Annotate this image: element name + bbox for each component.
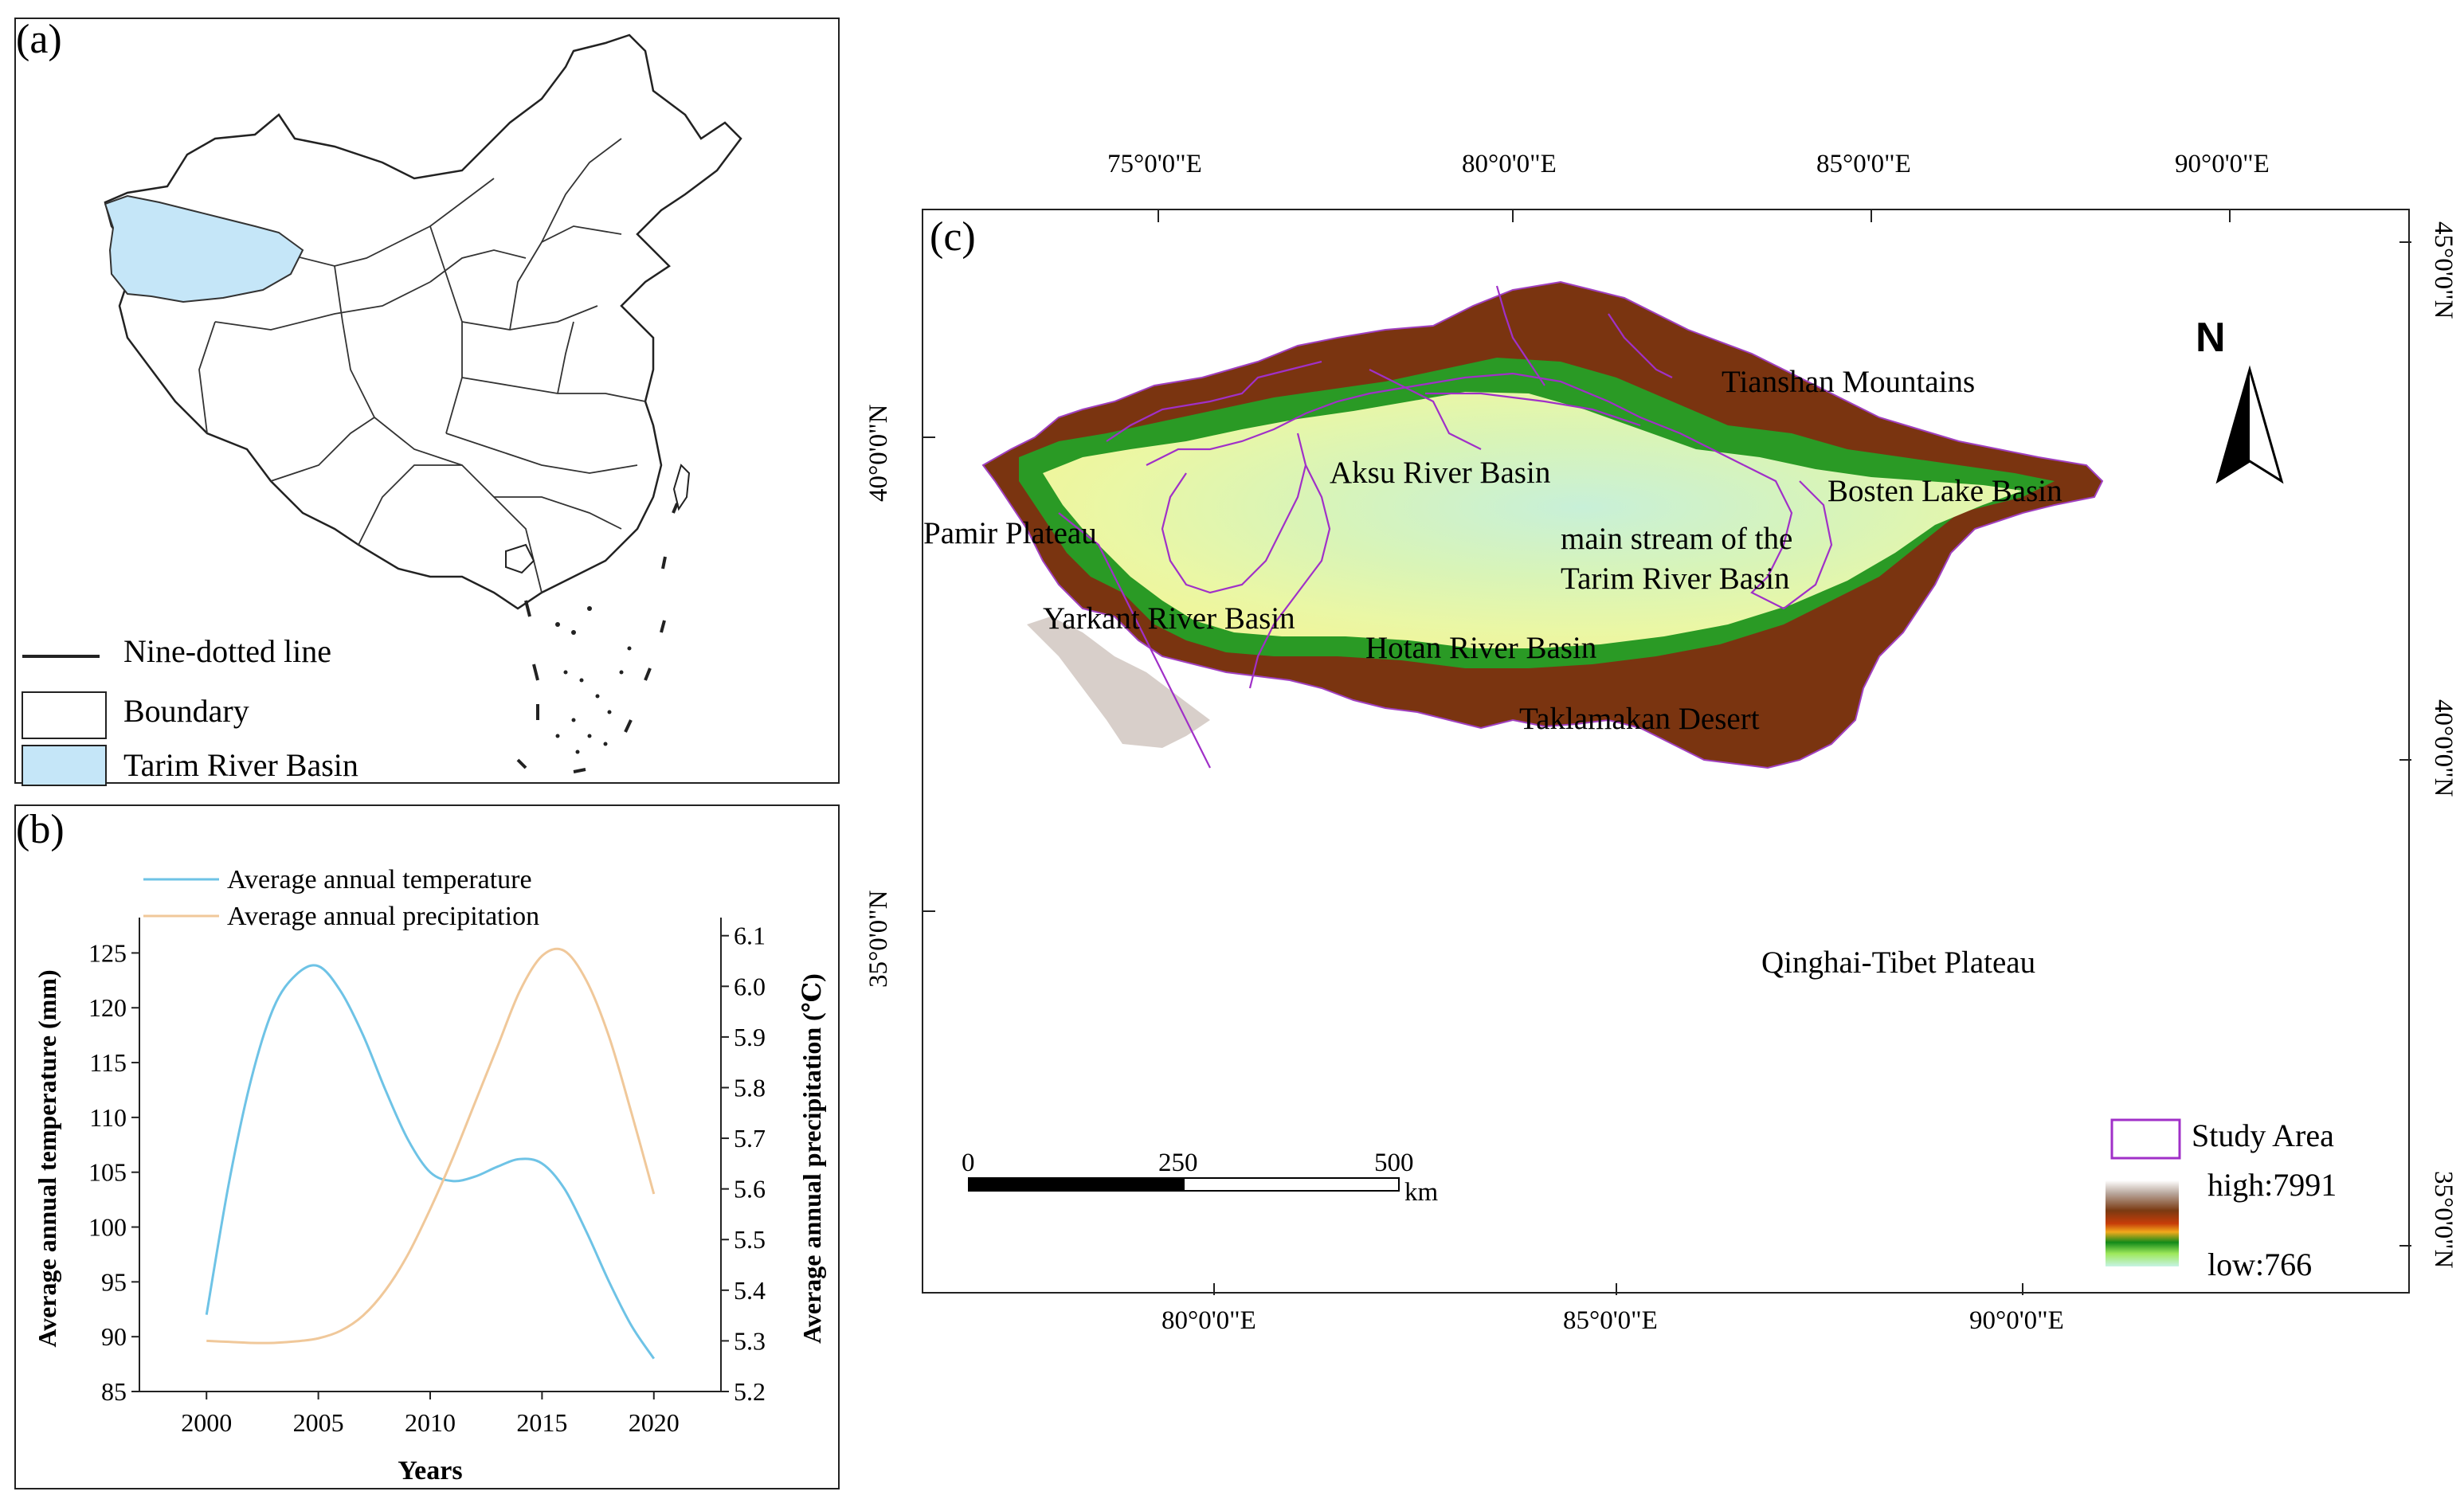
- legend-precipitation-label: Average annual precipitation: [227, 902, 539, 931]
- y-left-tick-label: 90: [101, 1322, 127, 1351]
- panel-a-label: (a): [16, 17, 62, 62]
- legend-tarim-label: Tarim River Basin: [123, 747, 358, 783]
- legend-boundary-label: Boundary: [123, 693, 249, 729]
- label-aksu: Aksu River Basin: [1330, 456, 1551, 490]
- frame-ticks: [923, 210, 2411, 1295]
- x-tick-label: 2005: [293, 1408, 344, 1437]
- x-axis-title: Years: [398, 1456, 462, 1485]
- y-right-tick-label: 5.9: [734, 1023, 766, 1051]
- precipitation-series-line: [206, 947, 656, 1345]
- lon-top-75: 75°0'0"E: [1107, 150, 1202, 178]
- tarim-basin-region: [104, 194, 304, 303]
- lat-right-45: 45°0'0"N: [2429, 221, 2458, 319]
- legend-temperature-label: Average annual temperature: [227, 865, 532, 894]
- dem-map-svg: [923, 210, 2411, 1295]
- y-right-tick-label: 5.4: [734, 1276, 766, 1305]
- legend-box-symbol: [22, 691, 107, 739]
- china-outline: [104, 33, 742, 610]
- south-china-sea-islands: [555, 606, 632, 754]
- elevation-ramp: [2106, 1180, 2179, 1266]
- y-right-tick-label: 5.2: [734, 1377, 766, 1406]
- x-tick-label: 2000: [181, 1408, 232, 1437]
- lon-top-80: 80°0'0"E: [1462, 150, 1557, 178]
- label-yarkant: Yarkant River Basin: [1043, 601, 1295, 636]
- lon-top-85: 85°0'0"E: [1816, 150, 1911, 178]
- label-mainstream-1: main stream of the: [1561, 522, 1793, 556]
- north-arrow-icon: [2215, 365, 2284, 484]
- scale-tick-250: 250: [1158, 1149, 1198, 1177]
- nine-dotted-line: [516, 503, 679, 773]
- panel-a-china-map: (a): [14, 17, 840, 786]
- y-right-tick-label: 5.7: [734, 1124, 766, 1153]
- taklamakan-basin: [1043, 392, 2023, 648]
- north-label: N: [2196, 315, 2226, 361]
- sub-basin-boundaries: [1058, 285, 1833, 769]
- lon-top-90: 90°0'0"E: [2175, 150, 2270, 178]
- y-left-axis-title: Average annual temperature (mm): [33, 969, 61, 1347]
- y-left-tick-label: 100: [88, 1213, 127, 1242]
- y-right-tick-label: 6.1: [734, 922, 766, 950]
- label-pamir: Pamir Plateau: [923, 516, 1097, 550]
- scale-unit: km: [1404, 1178, 1439, 1207]
- y-right-tick-label: 6.0: [734, 972, 766, 1000]
- legend-nine-dotted-label: Nine-dotted line: [123, 633, 332, 669]
- panel-b-climate-chart: (b) 2000 2005 2010 2015 2020 85 90 95 100 105 110 1…: [14, 804, 840, 1489]
- legend-study-area: Study Area: [2192, 1118, 2334, 1153]
- panel-c-label: (c): [930, 214, 976, 260]
- lat-right-35: 35°0'0"N: [2429, 1171, 2458, 1269]
- scale-tick-500: 500: [1374, 1149, 1414, 1177]
- y-left-tick-label: 105: [88, 1158, 127, 1187]
- y-left-tick-label: 120: [88, 993, 127, 1022]
- y-right-tick-label: 5.5: [734, 1225, 766, 1254]
- lon-bottom-80: 80°0'0"E: [1161, 1306, 1256, 1335]
- legend-fill-symbol: [22, 745, 107, 786]
- scale-bar: [968, 1177, 1400, 1192]
- y-left-tick-label: 125: [88, 938, 127, 967]
- panel-c-tarim-dem-map: (c) Tianshan Mountains Aksu River Basin …: [922, 209, 2411, 1295]
- y-right-tick-label: 5.3: [734, 1326, 766, 1355]
- label-taklamakan: Taklamakan Desert: [1519, 702, 1760, 736]
- china-boundary-map: [22, 33, 742, 786]
- scale-tick-0: 0: [962, 1149, 975, 1177]
- label-bosten: Bosten Lake Basin: [1827, 474, 2062, 508]
- label-hotan: Hotan River Basin: [1365, 631, 1597, 665]
- label-tianshan: Tianshan Mountains: [1722, 365, 1976, 399]
- label-qinghai: Qinghai-Tibet Plateau: [1761, 945, 2036, 980]
- label-mainstream-2: Tarim River Basin: [1561, 562, 1790, 596]
- y-left-tick-label: 110: [89, 1103, 127, 1132]
- lon-bottom-90: 90°0'0"E: [1969, 1306, 2064, 1335]
- x-tick-label: 2020: [629, 1408, 680, 1437]
- lat-left-40: 40°0'0"N: [864, 404, 893, 502]
- temperature-series-line: [205, 964, 656, 1360]
- x-tick-label: 2010: [405, 1408, 456, 1437]
- x-tick-label: 2015: [516, 1408, 567, 1437]
- hainan-island: [505, 543, 535, 574]
- y-left-tick-label: 95: [101, 1267, 127, 1296]
- y-left-tick-label: 115: [89, 1048, 127, 1077]
- y-right-axis-title: Average annual precipitation (℃): [797, 973, 826, 1344]
- panel-b-label: (b): [16, 807, 65, 852]
- legend-low: low:766: [2207, 1247, 2313, 1282]
- y-right-tick-label: 5.6: [734, 1175, 766, 1204]
- study-area-legend-symbol: [2110, 1118, 2181, 1160]
- taiwan-island: [672, 464, 691, 511]
- climate-line-chart: 2000 2005 2010 2015 2020 85 90 95 100 105 110 115 12…: [33, 865, 826, 1485]
- y-right-tick-label: 5.8: [734, 1073, 766, 1102]
- legend-high: high:7991: [2207, 1167, 2337, 1203]
- lon-bottom-85: 85°0'0"E: [1563, 1306, 1658, 1335]
- high-peaks: [1027, 616, 1210, 748]
- province-boundaries: [198, 138, 646, 593]
- lat-right-40: 40°0'0"N: [2429, 699, 2458, 797]
- lat-left-35: 35°0'0"N: [864, 890, 893, 988]
- y-left-tick-label: 85: [101, 1377, 127, 1406]
